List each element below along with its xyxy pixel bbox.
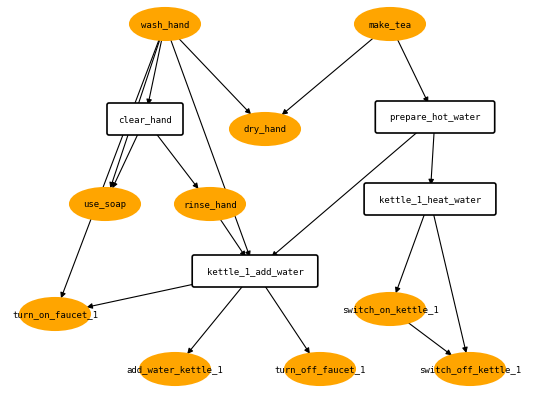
Ellipse shape xyxy=(435,353,505,385)
Ellipse shape xyxy=(230,114,300,146)
Text: switch_off_kettle_1: switch_off_kettle_1 xyxy=(419,365,521,374)
Ellipse shape xyxy=(20,298,90,330)
Text: switch_on_kettle_1: switch_on_kettle_1 xyxy=(342,305,438,314)
Text: use_soap: use_soap xyxy=(83,200,126,209)
FancyBboxPatch shape xyxy=(192,255,318,287)
FancyBboxPatch shape xyxy=(376,102,495,134)
Text: add_water_kettle_1: add_water_kettle_1 xyxy=(126,365,223,374)
Ellipse shape xyxy=(130,9,200,41)
Text: make_tea: make_tea xyxy=(369,20,412,29)
Text: wash_hand: wash_hand xyxy=(141,20,189,29)
Text: turn_on_faucet_1: turn_on_faucet_1 xyxy=(12,310,98,319)
Ellipse shape xyxy=(355,293,425,325)
Ellipse shape xyxy=(140,353,210,385)
Text: kettle_1_add_water: kettle_1_add_water xyxy=(207,267,303,276)
Text: turn_off_faucet_1: turn_off_faucet_1 xyxy=(274,365,366,374)
Text: dry_hand: dry_hand xyxy=(244,125,287,134)
Text: prepare_hot_water: prepare_hot_water xyxy=(390,113,480,122)
FancyBboxPatch shape xyxy=(364,184,496,215)
Text: rinse_hand: rinse_hand xyxy=(183,200,237,209)
FancyBboxPatch shape xyxy=(107,104,183,136)
Ellipse shape xyxy=(70,188,140,221)
Text: kettle_1_heat_water: kettle_1_heat_water xyxy=(379,195,481,204)
Ellipse shape xyxy=(285,353,355,385)
Ellipse shape xyxy=(355,9,425,41)
Text: clear_hand: clear_hand xyxy=(118,115,172,124)
Ellipse shape xyxy=(175,188,245,221)
